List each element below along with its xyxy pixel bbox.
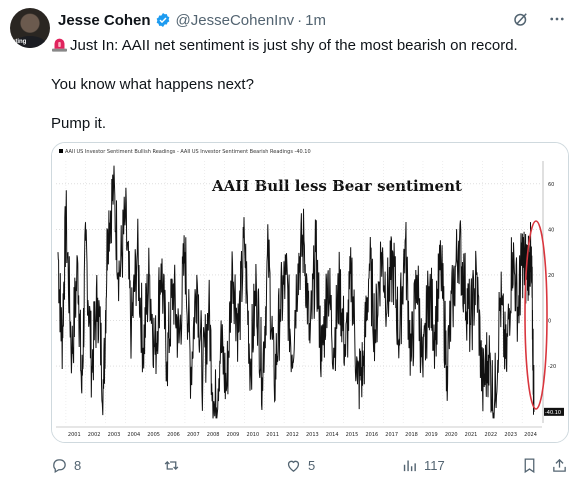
share-button[interactable] (551, 457, 568, 474)
x-tick-label-14: 2015 (346, 432, 359, 438)
last-value-box (544, 407, 564, 416)
x-tick-label-10: 2011 (266, 432, 279, 438)
legend-swatch (59, 149, 63, 153)
x-tick-label-23: 2024 (524, 432, 537, 438)
police-siren-emoji-icon (52, 38, 67, 52)
x-tick-label-19: 2020 (445, 432, 458, 438)
y-tick-label-4: -20 (548, 364, 556, 370)
views-icon (403, 460, 416, 471)
post-header: Jesse Cohen @JesseCohenInv · 1m (58, 9, 520, 31)
highlight-ellipse (524, 220, 548, 410)
chart-background (52, 143, 568, 442)
post-line-1: Just In: AAII net sentiment is just shy … (51, 36, 571, 56)
author-name[interactable]: Jesse Cohen (58, 11, 151, 29)
x-tick-label-7: 2008 (207, 432, 220, 438)
repost-button[interactable] (163, 457, 186, 474)
reply-count: 8 (74, 457, 82, 473)
x-tick-label-13: 2014 (326, 432, 339, 438)
post-time[interactable]: 1m (305, 11, 327, 29)
repost-icon (164, 460, 179, 470)
top-right-icons (512, 10, 566, 28)
x-tick-label-18: 2019 (425, 432, 438, 438)
views-button[interactable]: 117 (401, 457, 445, 474)
x-tick-label-9: 2010 (246, 432, 259, 438)
like-button[interactable]: 5 (285, 457, 315, 474)
action-bar: 8 5 117 (51, 454, 571, 476)
y-tick-label-3: 0 (548, 318, 551, 324)
x-tick-label-15: 2016 (365, 432, 378, 438)
x-tick-label-8: 2009 (227, 432, 240, 438)
like-icon (287, 460, 300, 472)
sentiment-chart: AAII US Investor Sentiment Bullish Readi… (52, 143, 568, 442)
x-tick-label-17: 2018 (405, 432, 418, 438)
x-tick-label-22: 2023 (504, 432, 517, 438)
bookmark-icon (524, 457, 535, 473)
verified-badge-icon (156, 13, 169, 27)
reply-icon (53, 458, 66, 473)
last-value-marker: -40.10 (544, 407, 564, 416)
y-tick-label-0: 60 (548, 182, 554, 188)
x-tick-label-5: 2006 (167, 432, 180, 438)
y-tick-label-1: 40 (548, 227, 554, 233)
x-tick-label-12: 2013 (306, 432, 319, 438)
x-tick-label-20: 2021 (465, 432, 478, 438)
x-tick-label-16: 2017 (385, 432, 398, 438)
like-count: 5 (308, 457, 316, 473)
x-tick-label-11: 2012 (286, 432, 299, 438)
grok-icon[interactable] (512, 10, 530, 28)
post-line-2: You know what happens next? (51, 76, 254, 93)
avatar-tag: sting (12, 39, 27, 45)
chart-title: AAII Bull less Bear sentiment (211, 177, 462, 195)
legend-text: AAII US Investor Sentiment Bullish Readi… (65, 149, 311, 155)
post-text: Just In: AAII net sentiment is just shy … (51, 36, 571, 153)
post-line-1-text: Just In: AAII net sentiment is just shy … (70, 37, 518, 54)
x-tick-label-3: 2004 (127, 432, 140, 438)
author-handle[interactable]: @JesseCohenInv (175, 11, 295, 29)
x-tick-label-1: 2002 (88, 432, 101, 438)
x-axis-ticks: 2001 2002 2003 2004 2005 2006 2007 2008 2009 2010… (68, 432, 537, 438)
y-axis-ticks: 60 40 20 0 -20 (548, 182, 556, 370)
post-line-3: Pump it. (51, 115, 107, 132)
series-line (57, 165, 535, 419)
x-tick-label-4: 2005 (147, 432, 160, 438)
avatar-shirt (14, 36, 46, 48)
x-tick-label-2: 2003 (108, 432, 121, 438)
avatar[interactable]: sting (10, 8, 50, 48)
x-tick-label-21: 2022 (484, 432, 497, 438)
y-tick-label-2: 20 (548, 273, 554, 279)
x-tick-label-0: 2001 (68, 432, 81, 438)
more-options-icon[interactable] (548, 10, 566, 28)
bookmark-button[interactable] (521, 457, 538, 474)
share-icon (553, 458, 566, 472)
reply-button[interactable]: 8 (51, 457, 81, 474)
post-media-chart[interactable]: AAII US Investor Sentiment Bullish Readi… (51, 142, 569, 443)
x-tick-label-6: 2007 (187, 432, 200, 438)
separator-dot: · (297, 11, 303, 29)
views-count: 117 (424, 457, 445, 473)
last-value-label: -40.10 (545, 410, 561, 416)
